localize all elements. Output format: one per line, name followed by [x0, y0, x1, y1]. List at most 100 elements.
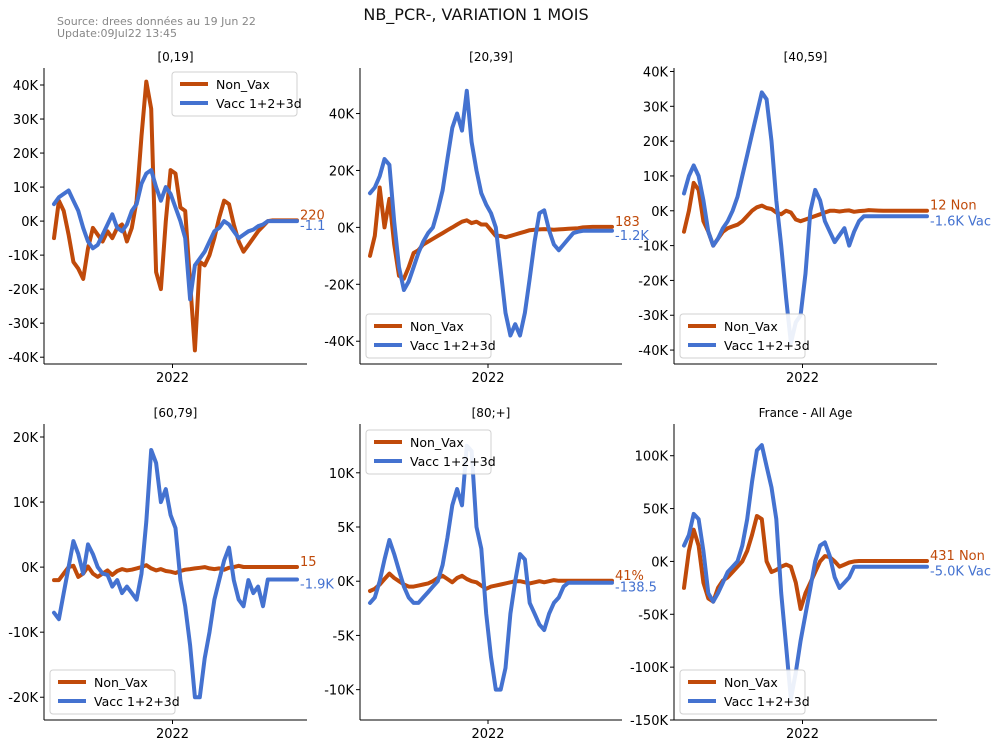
y-tick-label: -40K — [8, 351, 38, 366]
legend-label-vacc: Vacc 1+2+3d — [724, 338, 810, 353]
legend-label-nonvax: Non_Vax — [216, 77, 270, 92]
figure-title: NB_PCR-, VARIATION 1 MOIS — [363, 5, 589, 24]
y-tick-label: 10K — [13, 181, 39, 196]
y-tick-label: 10K — [643, 170, 669, 185]
y-tick-label: -50K — [638, 608, 668, 623]
x-tick-label: 2022 — [786, 727, 819, 742]
end-label-nonvax: 15 — [300, 555, 317, 570]
source-note: Source: drees données au 19 Jun 22 — [57, 15, 256, 28]
y-tick-label: -30K — [638, 309, 668, 324]
y-tick-label: 20K — [13, 431, 39, 446]
y-tick-label: 100K — [635, 450, 669, 465]
end-label-vacc: -1.1 — [300, 219, 325, 234]
y-tick-label: 0K — [651, 555, 668, 570]
end-label-nonvax: 41% — [615, 569, 644, 584]
end-label-vacc: -1.6K Vac — [930, 214, 991, 229]
y-tick-label: 40K — [643, 65, 669, 80]
y-tick-label: 0K — [337, 575, 354, 590]
series-line-nonvax — [52, 79, 299, 353]
series-line-vacc — [52, 168, 299, 302]
panel-title: [40,59] — [784, 50, 828, 64]
end-label-vacc: -138.5 — [615, 581, 657, 596]
y-tick-label: 30K — [13, 113, 39, 128]
legend-label-nonvax: Non_Vax — [724, 319, 778, 334]
legend: Non_Vax Vacc 1+2+3d — [171, 71, 302, 117]
series-line-vacc — [682, 90, 929, 346]
end-label-nonvax: 183 — [615, 215, 640, 230]
y-tick-label: 0K — [651, 205, 668, 220]
panel-3: [40,59] 40K 30K 20K 10K 0K -10K -20K -30K -40K 202… — [638, 50, 991, 386]
legend-label-vacc: Vacc 1+2+3d — [410, 454, 496, 469]
y-tick-label: 0K — [337, 221, 354, 236]
series-line-vacc — [52, 448, 299, 700]
y-tick-label: 20K — [329, 164, 355, 179]
panel-title: France - All Age — [759, 406, 853, 420]
y-tick-label: -30K — [8, 317, 38, 332]
legend: Non_Vax Vacc 1+2+3d — [365, 313, 496, 359]
y-tick-label: 0K — [21, 561, 38, 576]
legend: Non_Vax Vacc 1+2+3d — [679, 313, 810, 359]
y-tick-label: 40K — [13, 79, 39, 94]
panel-4: [60,79] 20K 10K 0K -10K -20K 2022 15 -1.9K Non_Va… — [8, 406, 334, 742]
series-line-nonvax — [682, 514, 929, 611]
y-tick-label: 5K — [337, 521, 354, 536]
end-label-nonvax: 12 Non — [930, 199, 977, 214]
y-tick-label: -10K — [638, 240, 668, 255]
y-tick-label: 10K — [329, 467, 355, 482]
y-tick-label: 0K — [21, 215, 38, 230]
y-tick-label: -20K — [8, 283, 38, 298]
legend: Non_Vax Vacc 1+2+3d — [365, 429, 496, 475]
y-tick-label: -20K — [324, 278, 354, 293]
legend-label-vacc: Vacc 1+2+3d — [94, 694, 180, 709]
end-label-vacc: -1.2K — [615, 229, 649, 244]
y-tick-label: -5K — [333, 629, 355, 644]
y-tick-label: -10K — [8, 249, 38, 264]
legend-label-vacc: Vacc 1+2+3d — [410, 338, 496, 353]
end-label-nonvax: 431 Non — [930, 549, 985, 564]
y-tick-label: 20K — [13, 147, 39, 162]
series-line-nonvax — [368, 185, 614, 281]
panel-title: [20,39] — [469, 50, 513, 64]
series-line-vacc — [368, 88, 614, 338]
end-label-vacc: -5.0K Vac — [930, 565, 991, 580]
panel-2: [20,39] 40K 20K 0K -20K -40K 2022 183-1.2K Non_V… — [324, 50, 649, 386]
panel-title: [0,19] — [157, 50, 193, 64]
panel-1: [0,19] 40K 30K 20K 10K 0K -10K -20K -30K -40K 2022… — [8, 50, 325, 386]
y-tick-label: 10K — [13, 496, 39, 511]
legend-label-vacc: Vacc 1+2+3d — [216, 96, 302, 111]
legend-label-vacc: Vacc 1+2+3d — [724, 694, 810, 709]
end-label-nonvax: 220 — [300, 208, 325, 223]
panel-6: France - All Age 100K 50K 0K -50K -100K -150K 2… — [630, 406, 991, 742]
legend: Non_Vax Vacc 1+2+3d — [49, 669, 180, 715]
x-tick-label: 2022 — [786, 371, 819, 386]
panel-5: [80;+] 10K 5K 0K -5K -10K 2022 41%-138.5 Non_Vax… — [324, 406, 657, 742]
y-tick-label: -150K — [630, 714, 669, 729]
x-tick-label: 2022 — [156, 371, 189, 386]
y-tick-label: -20K — [638, 274, 668, 289]
y-tick-label: -20K — [8, 691, 38, 706]
x-tick-label: 2022 — [156, 727, 189, 742]
series-line-nonvax — [52, 563, 299, 583]
y-tick-label: -100K — [630, 661, 669, 676]
series-line-vacc — [682, 443, 929, 701]
legend: Non_Vax Vacc 1+2+3d — [679, 669, 810, 715]
legend-label-nonvax: Non_Vax — [410, 435, 464, 450]
x-tick-label: 2022 — [471, 371, 504, 386]
legend-label-nonvax: Non_Vax — [724, 675, 778, 690]
y-tick-label: -40K — [638, 344, 668, 359]
y-tick-label: 50K — [643, 503, 669, 518]
y-tick-label: 20K — [643, 135, 669, 150]
end-label-vacc: -1.9K — [300, 577, 334, 592]
x-tick-label: 2022 — [471, 727, 504, 742]
y-tick-label: 40K — [329, 108, 355, 123]
y-tick-label: -40K — [324, 335, 354, 350]
legend-label-nonvax: Non_Vax — [94, 675, 148, 690]
update-note: Update:09Jul22 13:45 — [57, 27, 178, 40]
legend-label-nonvax: Non_Vax — [410, 319, 464, 334]
series-line-nonvax — [682, 180, 929, 248]
y-tick-label: 30K — [643, 100, 669, 115]
series-line-vacc — [368, 443, 614, 692]
y-tick-label: -10K — [8, 626, 38, 641]
panel-title: [80;+] — [472, 406, 511, 420]
